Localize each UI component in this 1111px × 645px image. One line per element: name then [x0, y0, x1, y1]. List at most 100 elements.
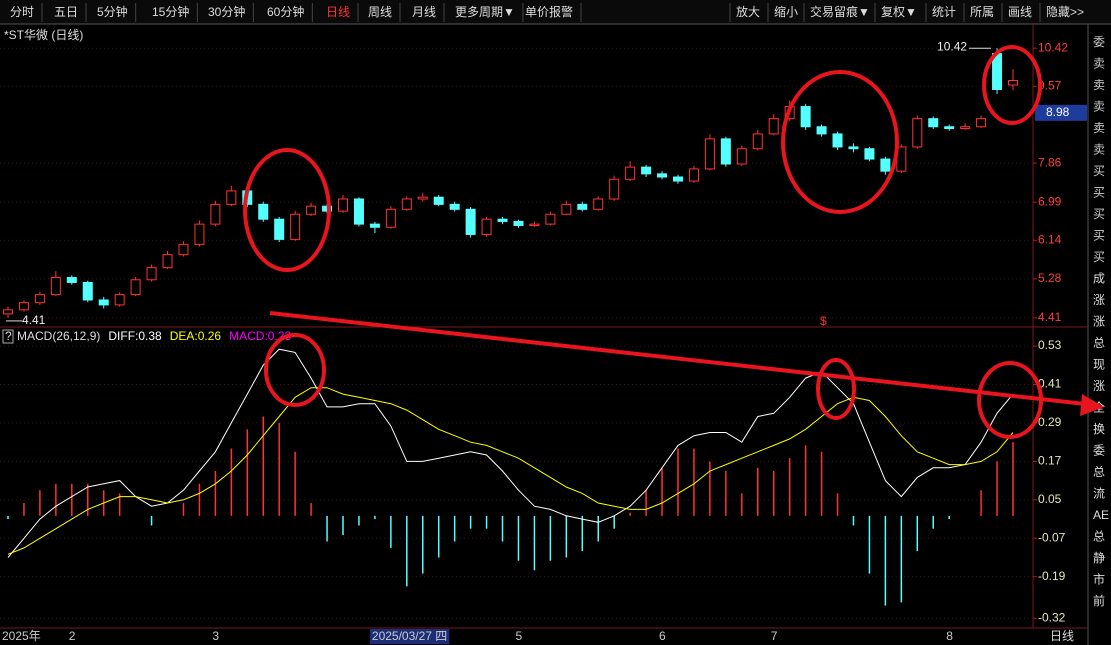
toolbar-item[interactable]: 画线 [1008, 5, 1032, 19]
toolbar-item[interactable]: 复权▼ [881, 5, 917, 19]
toolbar-item[interactable]: 周线 [368, 5, 392, 19]
side-label: 买 [1093, 207, 1105, 221]
side-label: 成 [1093, 272, 1105, 286]
arrow-head [1080, 394, 1104, 416]
side-label: 涨 [1093, 314, 1105, 329]
y-tick-label: 9.57 [1038, 79, 1062, 93]
toolbar-item[interactable]: 统计 [932, 5, 956, 19]
candle-body [82, 281, 93, 301]
candle-body [800, 106, 811, 128]
side-label: 市 [1093, 572, 1105, 587]
y-tick-label: 4.41 [1038, 310, 1062, 324]
candle-body [768, 118, 779, 135]
candle-body [736, 148, 747, 165]
side-label: 流 [1093, 487, 1105, 501]
side-label: 涨 [1093, 292, 1105, 307]
legend-entry: DEA:0.26 [170, 329, 222, 343]
candle-body [401, 198, 412, 210]
candle-body [720, 138, 731, 165]
toolbar-item[interactable]: 交易留痕▼ [810, 4, 870, 19]
toolbar-item[interactable]: 缩小 [774, 4, 798, 19]
circle [781, 70, 899, 214]
y-tick-label: 0.41 [1038, 377, 1062, 391]
toolbar-item[interactable]: 5分钟 [97, 4, 128, 19]
candle-body [944, 126, 955, 130]
toolbar-item[interactable]: 分时 [10, 5, 34, 19]
y-tick-label: 10.42 [1038, 40, 1068, 54]
candle-body [912, 118, 923, 148]
y-tick-label: 0.29 [1038, 415, 1062, 429]
candle-body [369, 223, 380, 228]
candle-body [928, 118, 939, 128]
candle-body [832, 133, 843, 148]
toolbar-item[interactable]: 更多周期▼ [455, 5, 515, 19]
y-tick-label: 5.28 [1038, 271, 1062, 285]
circle [243, 148, 331, 272]
candle-body [593, 198, 604, 210]
candle-body [864, 148, 875, 160]
max-label: 10.42 [937, 39, 967, 53]
y-tick-label: -0.19 [1038, 569, 1066, 583]
side-label: 买 [1093, 229, 1105, 243]
x-tick-label: 2025/03/27 四 [372, 629, 447, 643]
candle-body [657, 173, 668, 178]
toolbar-item[interactable]: 放大 [736, 4, 760, 19]
toolbar-item[interactable]: 15分钟 [152, 4, 189, 19]
x-tick-label: 3 [212, 629, 219, 643]
candle-body [465, 208, 476, 235]
toolbar-item[interactable]: 单价报警 [525, 4, 573, 19]
side-label: 委 [1093, 444, 1105, 458]
help-icon-box [2, 329, 14, 344]
toolbar-item[interactable]: 五日 [54, 5, 78, 19]
min-label: 4.41 [22, 313, 46, 327]
candle-body [481, 218, 492, 235]
side-label: 卖 [1093, 100, 1105, 114]
side-label: 委 [1093, 35, 1105, 49]
side-label: 卖 [1093, 57, 1105, 71]
trend-arrow [269, 311, 1086, 406]
toolbar-item[interactable]: 月线 [412, 5, 436, 19]
candle-body [704, 138, 715, 170]
y-tick-label: 6.14 [1038, 232, 1062, 246]
candle-body [130, 279, 141, 296]
x-tick-label: 2025年 [2, 629, 41, 643]
x-tick-label: 5 [515, 629, 522, 643]
candle-body [577, 203, 588, 210]
side-label: AE [1093, 508, 1109, 522]
candle-body [529, 223, 540, 226]
toolbar-item[interactable]: 60分钟 [267, 4, 304, 19]
candle-body [609, 178, 620, 200]
macd-line [7, 387, 1014, 555]
candle-body [1008, 80, 1018, 86]
candle-body [98, 299, 109, 306]
candle-body [848, 146, 859, 150]
candle-body [3, 309, 13, 315]
y-tick-label: -0.32 [1038, 611, 1066, 625]
legend-entry: MACD(26,12,9) [17, 329, 100, 343]
side-label: 前 [1093, 593, 1105, 608]
toolbar-item[interactable]: 所属 [970, 5, 994, 19]
candle-body [353, 198, 364, 225]
candle-body [274, 218, 285, 240]
candle-body [50, 277, 61, 296]
toolbar-item[interactable]: 日线 [326, 5, 350, 19]
candle-body [114, 294, 125, 306]
circle [264, 333, 326, 407]
candle-body [306, 205, 317, 215]
circle [982, 45, 1042, 125]
candle-body [545, 213, 556, 225]
side-label: 现 [1093, 358, 1105, 372]
candle-body [641, 166, 652, 175]
candle-body [816, 126, 827, 135]
toolbar-item[interactable]: 隐藏>> [1046, 5, 1084, 19]
candle-body [513, 220, 524, 226]
side-label: 涨 [1093, 378, 1105, 393]
toolbar-item[interactable]: 30分钟 [208, 4, 245, 19]
y-tick-label: -0.07 [1038, 530, 1066, 544]
price-marker-box [1035, 104, 1087, 121]
candle-body [976, 118, 987, 128]
side-label: 总 [1093, 336, 1105, 350]
period-label: 日线 [1050, 629, 1074, 643]
price-marker-label: 8.98 [1046, 105, 1070, 119]
